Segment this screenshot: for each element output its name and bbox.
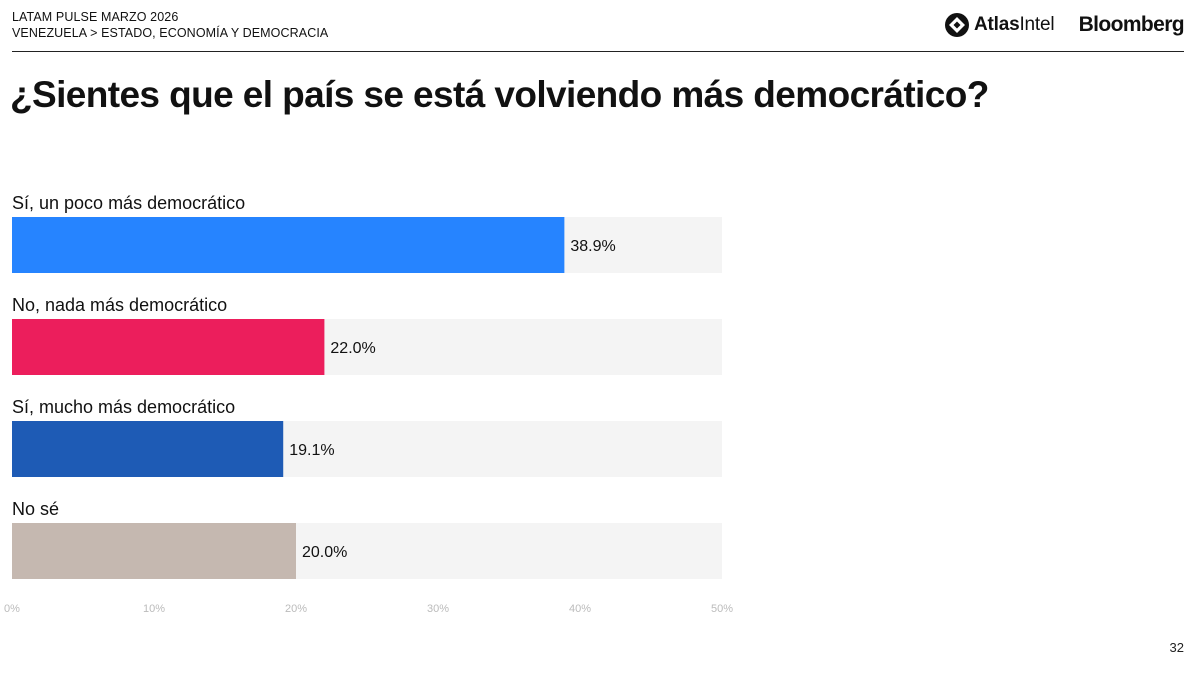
- data-label: 19.1%: [289, 442, 334, 459]
- bar: [12, 319, 325, 375]
- bloomberg-logo: Bloomberg: [1078, 13, 1185, 36]
- report-series-label: LATAM PULSE MARZO 2026: [12, 10, 179, 24]
- category-label: No sé: [12, 499, 59, 519]
- data-label: 22.0%: [330, 340, 375, 357]
- atlasintel-mark-icon: [945, 13, 969, 37]
- x-tick-label: 20%: [285, 603, 307, 615]
- data-label: 20.0%: [302, 544, 347, 561]
- atlas-logo-bold: Atlas: [974, 14, 1020, 35]
- x-tick-label: 50%: [711, 603, 733, 615]
- x-tick-label: 40%: [569, 603, 591, 615]
- data-label: 38.9%: [570, 238, 615, 255]
- atlasintel-logo: AtlasIntel: [944, 11, 1055, 39]
- category-label: No, nada más democrático: [12, 295, 227, 315]
- header-divider: [12, 51, 1184, 52]
- breadcrumb: VENEZUELA > ESTADO, ECONOMÍA Y DEMOCRACI…: [12, 26, 329, 40]
- x-tick-label: 0%: [4, 603, 20, 615]
- header-block: LATAM PULSE MARZO 2026 VENEZUELA > ESTAD…: [12, 9, 328, 41]
- category-label: Sí, mucho más democrático: [12, 397, 235, 417]
- x-tick-label: 10%: [143, 603, 165, 615]
- category-label: Sí, un poco más democrático: [12, 193, 245, 213]
- bar: [12, 523, 296, 579]
- atlas-logo-regular: Intel: [1019, 14, 1055, 35]
- page-number: 32: [1169, 640, 1184, 655]
- bar: [12, 217, 565, 273]
- bar: [12, 421, 284, 477]
- chart-title: ¿Sientes que el país se está volviendo m…: [10, 74, 989, 115]
- bar-chart: Sí, un poco más democrático 38.9% No, nada…: [4, 193, 733, 615]
- x-tick-label: 30%: [427, 603, 449, 615]
